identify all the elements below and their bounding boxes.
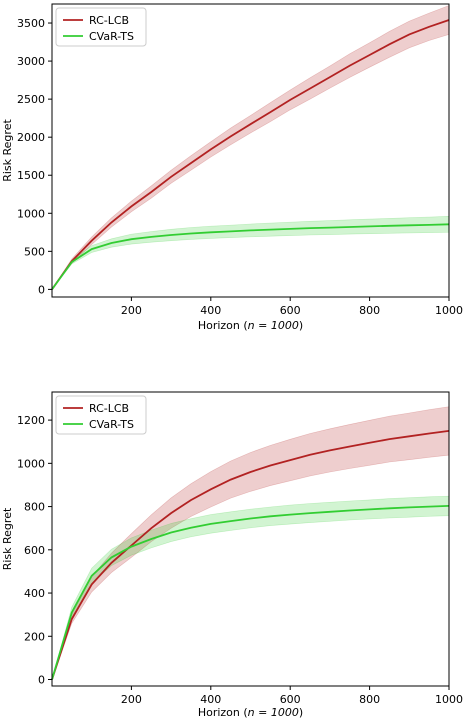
x-tick-label: 200	[121, 304, 142, 317]
y-tick-label: 500	[24, 245, 45, 258]
y-axis-label: Risk Regret	[1, 119, 14, 182]
x-tick-label: 600	[280, 304, 301, 317]
y-tick-label: 1000	[17, 457, 45, 470]
x-tick-label: 400	[200, 304, 221, 317]
series-band-rc-lcb	[51, 406, 450, 680]
series-line-rc-lcb	[51, 430, 450, 680]
y-tick-label: 200	[24, 630, 45, 643]
y-tick-label: 800	[24, 501, 45, 514]
series-line-cvar-ts	[51, 223, 450, 290]
y-tick-label: 3500	[17, 17, 45, 30]
legend-label-cvar-ts: CVaR-TS	[89, 418, 134, 431]
x-tick-label: 800	[359, 693, 380, 706]
y-tick-label: 1200	[17, 414, 45, 427]
y-axis-label: Risk Regret	[1, 507, 14, 570]
x-tick-label: 200	[121, 693, 142, 706]
legend: RC-LCB CVaR-TS	[55, 7, 147, 47]
y-tick-label: 400	[24, 587, 45, 600]
series-line-cvar-ts	[51, 505, 450, 680]
legend: RC-LCB CVaR-TS	[55, 395, 147, 435]
y-tick-label: 0	[38, 674, 45, 687]
y-tick-label: 0	[38, 283, 45, 296]
x-tick-label: 800	[359, 304, 380, 317]
series-band-cvar-ts	[51, 495, 450, 680]
x-tick-label: 400	[200, 693, 221, 706]
chart-1: 200 400 600 800 1000 0 500 1000 1500 2000 2500 3000…	[1, 3, 463, 332]
plot-frame	[51, 3, 450, 298]
x-axis-label: Horizon (n = 1000)	[198, 319, 303, 332]
y-tick-label: 2500	[17, 93, 45, 106]
x-tick-label: 600	[280, 693, 301, 706]
legend-label-rc-lcb: RC-LCB	[89, 14, 129, 27]
legend-label-cvar-ts: CVaR-TS	[89, 30, 134, 43]
x-tick-label: 1000	[435, 693, 463, 706]
x-axis-label: Horizon (n = 1000)	[198, 706, 303, 718]
x-tick-label: 1000	[435, 304, 463, 317]
y-tick-label: 600	[24, 544, 45, 557]
y-tick-label: 1000	[17, 207, 45, 220]
y-tick-label: 3000	[17, 55, 45, 68]
legend-label-rc-lcb: RC-LCB	[89, 402, 129, 415]
plot-frame	[51, 391, 450, 687]
series-line-rc-lcb	[51, 19, 450, 290]
y-tick-label: 2000	[17, 131, 45, 144]
y-tick-label: 1500	[17, 169, 45, 182]
chart-2: 200 400 600 800 1000 0 200 400 600 800 1000 1200 Hor…	[1, 391, 463, 718]
